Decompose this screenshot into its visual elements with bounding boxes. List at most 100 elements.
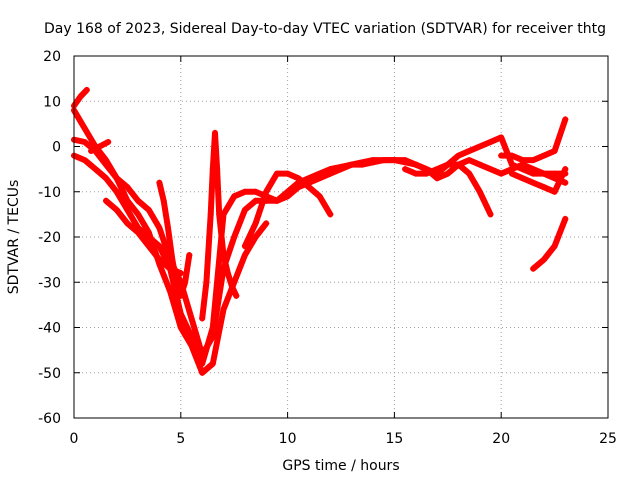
data-point [135, 229, 142, 236]
data-point [135, 197, 142, 204]
data-point [487, 166, 494, 173]
series-track-m [508, 166, 569, 195]
data-point [124, 206, 131, 213]
data-point [338, 166, 344, 173]
data-point [562, 215, 569, 222]
data-point [284, 193, 291, 200]
data-point [476, 143, 483, 150]
y-tick-label: 10 [43, 94, 61, 110]
y-tick-label: 20 [43, 49, 61, 65]
data-point [145, 243, 152, 250]
series-track-c [71, 107, 270, 376]
data-point [156, 179, 163, 186]
data-point [164, 224, 171, 231]
data-point [562, 116, 569, 123]
data-point [182, 279, 189, 286]
data-point [231, 234, 238, 240]
data-point [455, 161, 462, 168]
data-point [241, 188, 248, 195]
data-point [455, 152, 462, 159]
data-point [124, 197, 131, 204]
data-point [540, 170, 547, 177]
data-point [487, 138, 494, 145]
x-tick-labels: 0 5 10 15 20 25 [70, 431, 617, 447]
series-track-i [241, 170, 334, 250]
data-point [562, 166, 569, 173]
y-tick-label: 0 [52, 140, 61, 156]
data-point [540, 256, 547, 263]
data-point [113, 206, 120, 213]
data-point [316, 175, 323, 182]
data-point [188, 315, 195, 322]
data-point [498, 152, 505, 159]
x-tick-label: 25 [599, 431, 617, 447]
data-point [252, 197, 259, 204]
data-point [348, 161, 355, 168]
y-tick-label: -60 [38, 411, 61, 427]
data-point [551, 188, 558, 195]
data-point [476, 161, 483, 168]
data-point [207, 211, 214, 218]
plot-frame [73, 55, 609, 419]
data-point [508, 152, 515, 159]
series-track-k [498, 116, 569, 164]
data-point [199, 369, 206, 376]
series-trace [156, 179, 193, 299]
data-point [263, 188, 270, 195]
data-point [476, 188, 483, 195]
x-tick-label: 20 [492, 431, 510, 447]
x-tick-label: 5 [176, 431, 185, 447]
data-point [186, 252, 193, 259]
data-point [508, 161, 515, 168]
data-point [412, 170, 419, 177]
y-tick-label: -40 [38, 321, 61, 337]
data-point [273, 197, 280, 204]
data-point [241, 206, 248, 213]
data-point [241, 252, 248, 259]
data-point [434, 166, 441, 173]
data-point [402, 157, 409, 164]
data-point [124, 220, 131, 227]
data-point [551, 243, 558, 250]
data-point [233, 292, 240, 299]
data-point [81, 125, 88, 132]
data-point [209, 360, 216, 367]
data-point [220, 306, 227, 313]
data-point [220, 252, 227, 259]
data-point [231, 193, 238, 200]
data-point [177, 270, 184, 277]
data-point [444, 170, 451, 177]
data-point [167, 288, 174, 295]
y-tick-label: -10 [38, 185, 61, 201]
data-point [540, 184, 547, 191]
data-point [77, 93, 84, 100]
y-tick-label: -30 [38, 275, 61, 291]
data-point [423, 170, 430, 177]
x-tick-label: 0 [70, 431, 79, 447]
data-point [216, 211, 223, 218]
series-track-g [156, 179, 193, 299]
data-point [466, 148, 473, 155]
data-point [103, 197, 110, 204]
data-point [412, 161, 419, 168]
data-point [498, 134, 505, 141]
data-point [160, 197, 167, 204]
grid-lines [74, 56, 608, 418]
data-point [327, 211, 334, 218]
data-point [199, 315, 206, 322]
data-point [519, 166, 526, 173]
data-point [145, 206, 152, 213]
data-point [209, 333, 216, 340]
data-point [273, 170, 280, 177]
data-point [444, 161, 451, 168]
data-point [263, 220, 270, 227]
data-point [327, 170, 334, 177]
data-point [124, 184, 131, 191]
data-point [295, 175, 302, 182]
data-point [241, 243, 248, 250]
data-point [466, 157, 473, 164]
data-point [211, 129, 218, 136]
data-point [252, 220, 259, 227]
data-point [83, 86, 90, 93]
data-point [530, 179, 537, 186]
